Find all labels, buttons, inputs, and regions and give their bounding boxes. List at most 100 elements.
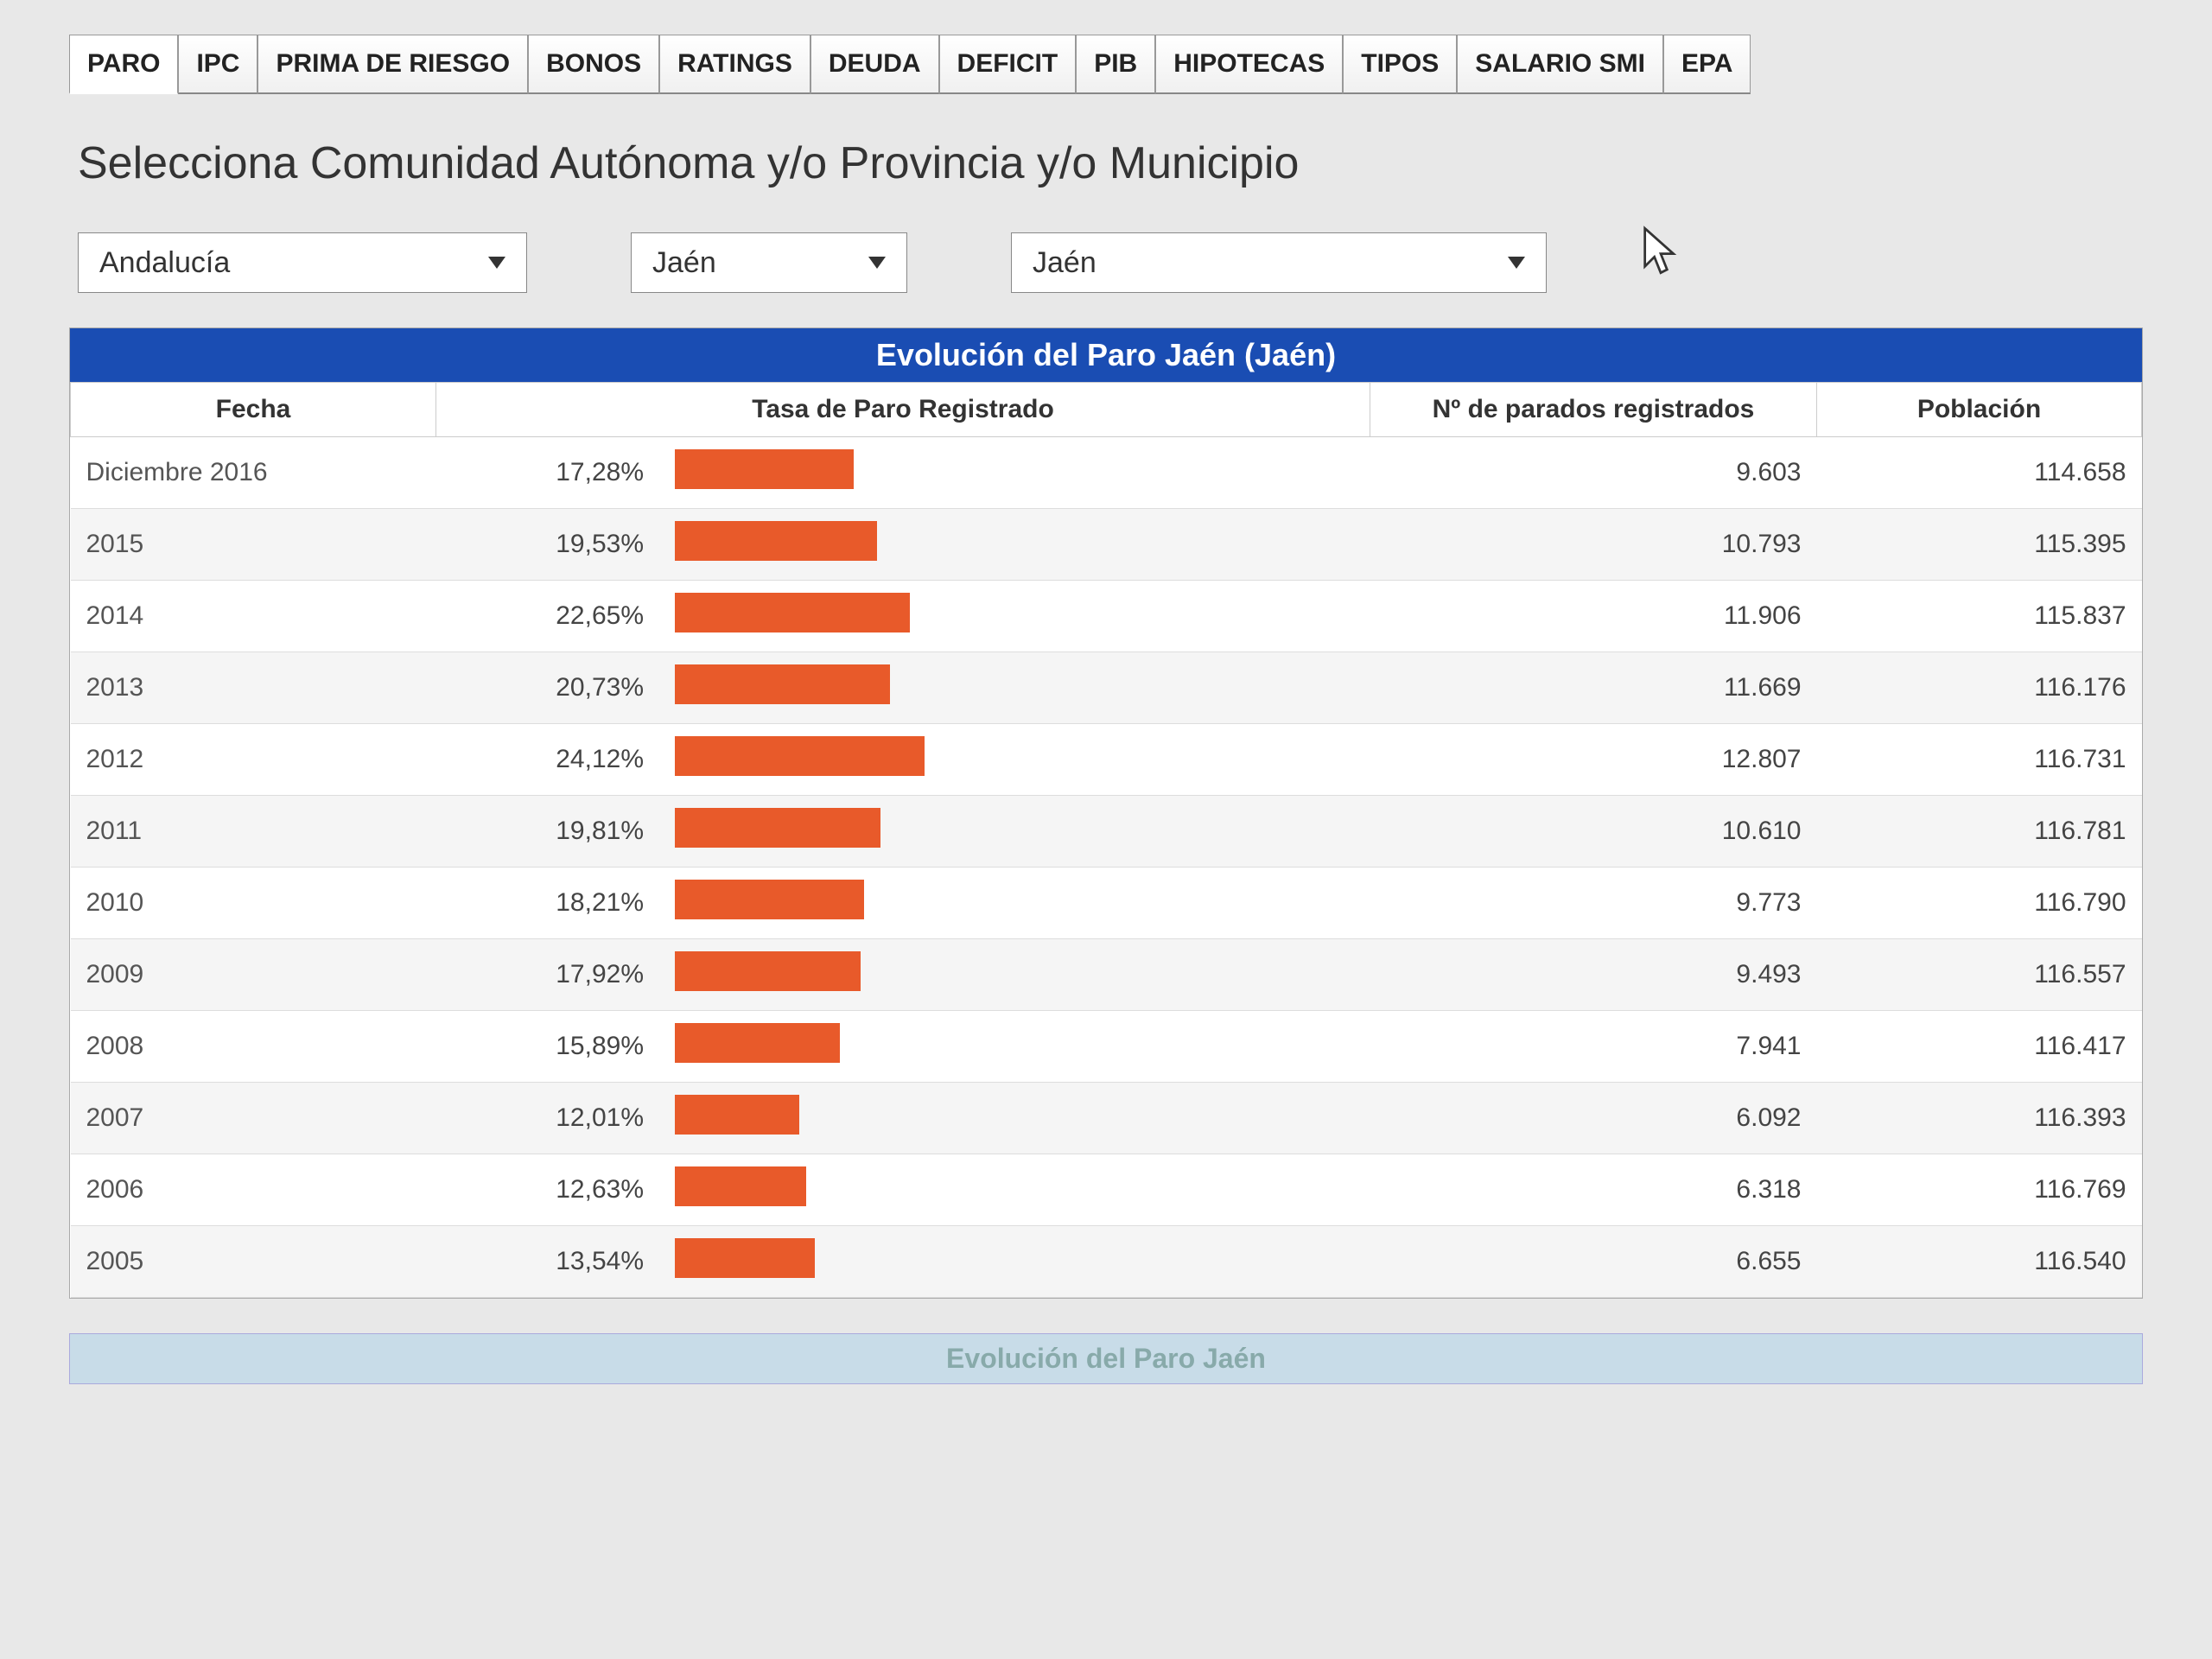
cell-tasa: 22,65%	[436, 581, 660, 652]
select-municipio[interactable]: Jaén	[1011, 232, 1547, 293]
cell-bar	[659, 868, 1370, 939]
rate-bar	[675, 1238, 815, 1278]
cell-parados: 9.773	[1370, 868, 1817, 939]
cell-tasa: 12,63%	[436, 1154, 660, 1226]
cell-parados: 6.655	[1370, 1226, 1817, 1298]
nav-tab-paro[interactable]: PARO	[69, 35, 178, 94]
cell-fecha: 2014	[71, 581, 436, 652]
nav-tab-deuda[interactable]: DEUDA	[810, 35, 939, 94]
table-row: 201320,73%11.669116.176	[71, 652, 2142, 724]
rate-bar	[675, 1095, 799, 1135]
rate-bar	[675, 449, 854, 489]
rate-bar	[675, 664, 890, 704]
rate-bar	[675, 1166, 806, 1206]
cell-fecha: 2009	[71, 939, 436, 1011]
cell-tasa: 13,54%	[436, 1226, 660, 1298]
select-provincia[interactable]: Jaén	[631, 232, 907, 293]
rate-bar	[675, 880, 864, 919]
cell-bar	[659, 1083, 1370, 1154]
nav-tabs: PAROIPCPRIMA DE RIESGOBONOSRATINGSDEUDAD…	[69, 35, 2143, 94]
nav-tab-bonos[interactable]: BONOS	[528, 35, 659, 94]
cell-poblacion: 116.557	[1817, 939, 2142, 1011]
cell-bar	[659, 724, 1370, 796]
cell-fecha: 2012	[71, 724, 436, 796]
nav-tab-ipc[interactable]: IPC	[178, 35, 257, 94]
nav-tab-salario-smi[interactable]: SALARIO SMI	[1457, 35, 1663, 94]
cell-fecha: 2015	[71, 509, 436, 581]
cell-poblacion: 116.417	[1817, 1011, 2142, 1083]
cell-parados: 12.807	[1370, 724, 1817, 796]
rate-bar	[675, 521, 877, 561]
nav-tab-deficit[interactable]: DEFICIT	[939, 35, 1077, 94]
col-header-parados: Nº de parados registrados	[1370, 383, 1817, 437]
cell-parados: 6.092	[1370, 1083, 1817, 1154]
cell-tasa: 17,92%	[436, 939, 660, 1011]
chevron-down-icon	[488, 257, 505, 269]
cell-fecha: 2013	[71, 652, 436, 724]
cell-tasa: 12,01%	[436, 1083, 660, 1154]
cell-tasa: 19,53%	[436, 509, 660, 581]
col-header-fecha: Fecha	[71, 383, 436, 437]
select-comunidad[interactable]: Andalucía	[78, 232, 527, 293]
cell-tasa: 24,12%	[436, 724, 660, 796]
nav-tab-epa[interactable]: EPA	[1663, 35, 1751, 94]
table-row: Diciembre 201617,28%9.603114.658	[71, 437, 2142, 509]
cell-poblacion: 115.395	[1817, 509, 2142, 581]
cell-bar	[659, 509, 1370, 581]
cell-poblacion: 116.731	[1817, 724, 2142, 796]
table-row: 201018,21%9.773116.790	[71, 868, 2142, 939]
cell-parados: 11.669	[1370, 652, 1817, 724]
cell-parados: 10.793	[1370, 509, 1817, 581]
cell-poblacion: 115.837	[1817, 581, 2142, 652]
chevron-down-icon	[868, 257, 886, 269]
cell-poblacion: 116.393	[1817, 1083, 2142, 1154]
cell-poblacion: 114.658	[1817, 437, 2142, 509]
cell-poblacion: 116.781	[1817, 796, 2142, 868]
cell-parados: 7.941	[1370, 1011, 1817, 1083]
nav-tab-ratings[interactable]: RATINGS	[659, 35, 810, 94]
table-row: 200712,01% 6.092116.393	[71, 1083, 2142, 1154]
cell-bar	[659, 1154, 1370, 1226]
cell-parados: 10.610	[1370, 796, 1817, 868]
table-row: 200815,89%7.941116.417	[71, 1011, 2142, 1083]
nav-tab-pib[interactable]: PIB	[1076, 35, 1155, 94]
cursor-icon	[1642, 225, 1680, 287]
cell-fecha: 2011	[71, 796, 436, 868]
cell-bar	[659, 1011, 1370, 1083]
cell-fecha: 2007	[71, 1083, 436, 1154]
rate-bar	[675, 736, 925, 776]
cell-poblacion: 116.769	[1817, 1154, 2142, 1226]
cell-fecha: Diciembre 2016	[71, 437, 436, 509]
select-comunidad-value: Andalucía	[99, 246, 230, 280]
table-row: 201422,65%11.906115.837	[71, 581, 2142, 652]
cell-tasa: 19,81%	[436, 796, 660, 868]
col-header-poblacion: Población	[1817, 383, 2142, 437]
secondary-table-title: Evolución del Paro Jaén	[69, 1333, 2143, 1384]
nav-tab-hipotecas[interactable]: HIPOTECAS	[1155, 35, 1343, 94]
cell-fecha: 2008	[71, 1011, 436, 1083]
cell-poblacion: 116.790	[1817, 868, 2142, 939]
cell-fecha: 2005	[71, 1226, 436, 1298]
table-header-row: Fecha Tasa de Paro Registrado Nº de para…	[71, 383, 2142, 437]
table-row: 201519,53% 10.793115.395	[71, 509, 2142, 581]
cell-bar	[659, 581, 1370, 652]
cell-poblacion: 116.540	[1817, 1226, 2142, 1298]
table-row: 201224,12% 12.807116.731	[71, 724, 2142, 796]
col-header-tasa: Tasa de Paro Registrado	[436, 383, 1370, 437]
select-municipio-value: Jaén	[1033, 246, 1096, 280]
table-row: 200612,63% 6.318116.769	[71, 1154, 2142, 1226]
cell-tasa: 17,28%	[436, 437, 660, 509]
cell-bar	[659, 939, 1370, 1011]
page-title: Selecciona Comunidad Autónoma y/o Provin…	[78, 137, 2143, 189]
cell-parados: 6.318	[1370, 1154, 1817, 1226]
rate-bar	[675, 1023, 840, 1063]
cell-tasa: 18,21%	[436, 868, 660, 939]
selector-row: Andalucía Jaén Jaén	[69, 232, 2143, 293]
cell-bar	[659, 796, 1370, 868]
unemployment-table: Evolución del Paro Jaén (Jaén) Fecha Tas…	[69, 327, 2143, 1299]
table-row: 200917,92%9.493116.557	[71, 939, 2142, 1011]
nav-tab-tipos[interactable]: TIPOS	[1343, 35, 1457, 94]
select-provincia-value: Jaén	[652, 246, 716, 280]
nav-tab-prima-de-riesgo[interactable]: PRIMA DE RIESGO	[257, 35, 528, 94]
cell-fecha: 2006	[71, 1154, 436, 1226]
